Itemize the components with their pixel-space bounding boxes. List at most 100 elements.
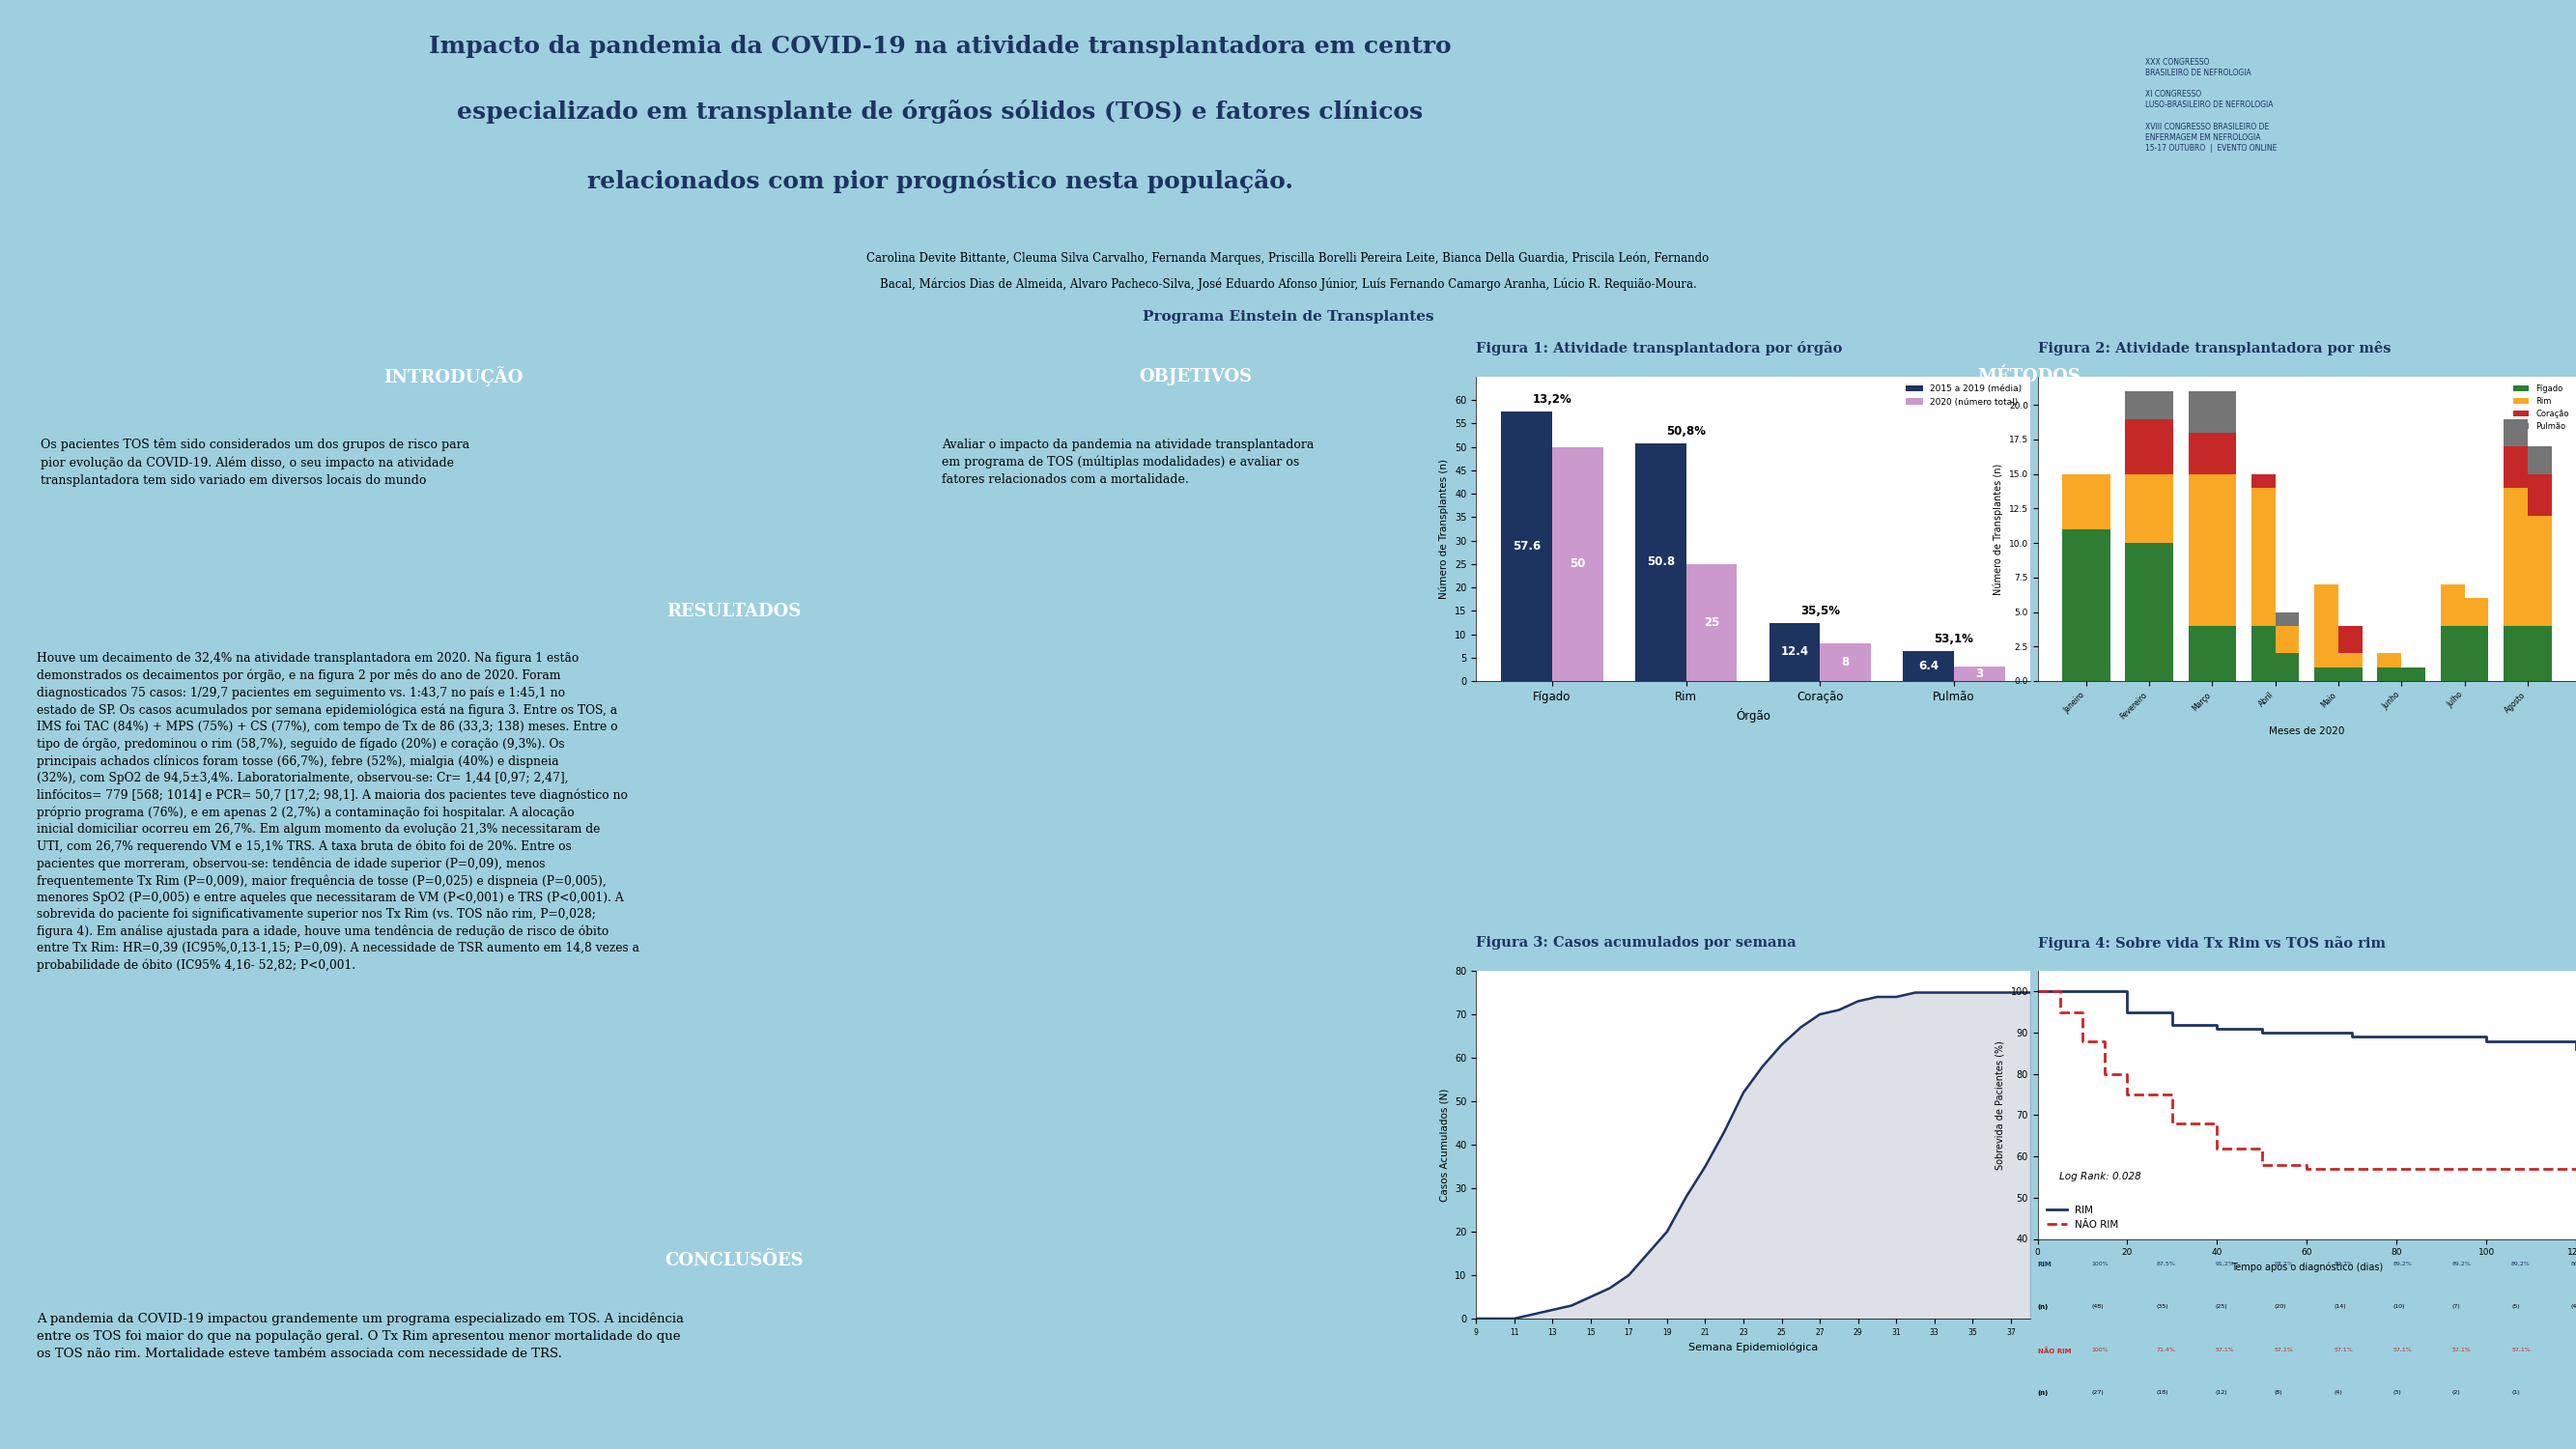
Bar: [2187, 391, 2213, 433]
NÃO RIM: [2336, 1161, 2367, 1178]
Bar: [2339, 667, 2362, 681]
Line: NÃO RIM: NÃO RIM: [2038, 991, 2576, 1169]
Bar: [2313, 584, 2339, 667]
Text: (n): (n): [2038, 1391, 2048, 1397]
Text: 87,5%: 87,5%: [2156, 1261, 2174, 1266]
Text: (25): (25): [2215, 1304, 2228, 1310]
RIM: [2022, 982, 2053, 1000]
Bar: [2439, 626, 2465, 681]
Bar: [2527, 474, 2550, 516]
Bar: [2465, 626, 2488, 681]
RIM: [2202, 1020, 2233, 1037]
Bar: [2504, 626, 2527, 681]
Text: Bacal, Márcios Dias de Almeida, Alvaro Pacheco-Silva, José Eduardo Afonso Júnior: Bacal, Márcios Dias de Almeida, Alvaro P…: [878, 278, 1698, 291]
Text: 57,1%: 57,1%: [2393, 1348, 2411, 1352]
Bar: [2251, 488, 2275, 626]
Text: 6.4: 6.4: [1919, 659, 1940, 672]
Legend: RIM, NÃO RIM: RIM, NÃO RIM: [2043, 1201, 2123, 1235]
Bar: [2504, 419, 2527, 446]
Text: (7): (7): [2452, 1304, 2460, 1310]
RIM: [2246, 1024, 2277, 1042]
Bar: [1770, 623, 1819, 681]
Text: 71,4%: 71,4%: [2156, 1348, 2174, 1352]
Text: (20): (20): [2275, 1304, 2287, 1310]
Text: 100%: 100%: [2092, 1348, 2110, 1352]
NÃO RIM: [2517, 1161, 2548, 1178]
Bar: [2339, 653, 2362, 667]
NÃO RIM: [2561, 1161, 2576, 1178]
Bar: [2063, 529, 2087, 681]
NÃO RIM: [2066, 1032, 2097, 1049]
Text: 50: 50: [1569, 558, 1584, 571]
Bar: [2148, 391, 2174, 419]
RIM: [2380, 1029, 2411, 1046]
Text: (35): (35): [2156, 1304, 2169, 1310]
Bar: [2213, 474, 2236, 626]
RIM: [2156, 1016, 2187, 1033]
NÃO RIM: [2156, 1114, 2187, 1132]
Text: (5): (5): [2512, 1304, 2519, 1310]
Text: Impacto da pandemia da COVID-19 na atividade transplantadora em centro: Impacto da pandemia da COVID-19 na ativi…: [430, 35, 1450, 58]
Text: Carolina Devite Bittante, Cleuma Silva Carvalho, Fernanda Marques, Priscilla Bor: Carolina Devite Bittante, Cleuma Silva C…: [866, 252, 1710, 265]
Text: 57,1%: 57,1%: [2452, 1348, 2470, 1352]
Bar: [2504, 446, 2527, 488]
Text: 8: 8: [1842, 656, 1850, 668]
Text: (18): (18): [2156, 1391, 2169, 1395]
Text: 91,2%: 91,2%: [2275, 1261, 2293, 1266]
RIM: [2066, 982, 2097, 1000]
Text: (4): (4): [2334, 1391, 2342, 1395]
Text: 57,1%: 57,1%: [2275, 1348, 2293, 1352]
Bar: [2148, 543, 2174, 681]
Text: (4): (4): [2571, 1304, 2576, 1310]
Bar: [2378, 653, 2401, 667]
Text: (14): (14): [2334, 1304, 2347, 1310]
Bar: [2063, 474, 2087, 529]
Text: 35,5%: 35,5%: [1801, 604, 1839, 617]
Bar: [2465, 598, 2488, 626]
NÃO RIM: [2470, 1161, 2501, 1178]
Y-axis label: Número de Transplantes (n): Número de Transplantes (n): [1994, 464, 2004, 594]
NÃO RIM: [2246, 1156, 2277, 1174]
Bar: [2527, 446, 2550, 474]
Text: INTRODUÇÃO: INTRODUÇÃO: [384, 367, 523, 387]
Text: 89,2%: 89,2%: [2334, 1261, 2352, 1266]
Bar: [2148, 419, 2174, 474]
Legend: 2015 a 2019 (média), 2020 (número total): 2015 a 2019 (média), 2020 (número total): [1901, 381, 2025, 410]
Text: 89,2%: 89,2%: [2512, 1261, 2530, 1266]
Bar: [2378, 667, 2401, 681]
Bar: [2187, 626, 2213, 681]
Text: A pandemia da COVID-19 impactou grandemente um programa especializado em TOS. A : A pandemia da COVID-19 impactou grandeme…: [36, 1313, 683, 1361]
RIM: [2470, 1032, 2501, 1049]
Text: NÃO RIM: NÃO RIM: [2038, 1348, 2071, 1355]
Bar: [2251, 626, 2275, 681]
Text: relacionados com pior prognóstico nesta população.: relacionados com pior prognóstico nesta …: [587, 168, 1293, 193]
Text: RIM: RIM: [2038, 1261, 2053, 1266]
Text: Figura 2: Atividade transplantadora por mês: Figura 2: Atividade transplantadora por …: [2038, 341, 2391, 355]
NÃO RIM: [2293, 1161, 2324, 1178]
Text: Figura 3: Casos acumulados por semana: Figura 3: Casos acumulados por semana: [1476, 936, 1795, 951]
Text: Os pacientes TOS têm sido considerados um dos grupos de risco para
pior evolução: Os pacientes TOS têm sido considerados u…: [41, 438, 469, 487]
Text: CONCLUSÕES: CONCLUSÕES: [665, 1252, 804, 1269]
Bar: [2275, 611, 2300, 626]
Bar: [2251, 474, 2275, 488]
RIM: [2427, 1029, 2458, 1046]
Text: 3: 3: [1976, 668, 1984, 680]
Bar: [2527, 516, 2550, 626]
Text: (n): (n): [2038, 1304, 2048, 1310]
Y-axis label: Sobrevida de Pacientes (%): Sobrevida de Pacientes (%): [1996, 1040, 2004, 1169]
RIM: [2336, 1029, 2367, 1046]
Text: 13,2%: 13,2%: [1533, 393, 1571, 406]
NÃO RIM: [2089, 1065, 2120, 1082]
Text: OBJETIVOS: OBJETIVOS: [1139, 368, 1252, 385]
Text: XXX CONGRESSO
BRASILEIRO DE NEFROLOGIA

XI CONGRESSO
LUSO-BRASILEIRO DE NEFROLOG: XXX CONGRESSO BRASILEIRO DE NEFROLOGIA X…: [2146, 58, 2277, 152]
Bar: [1687, 564, 1736, 681]
Text: 89,2%: 89,2%: [2393, 1261, 2411, 1266]
X-axis label: Órgão: Órgão: [1736, 709, 1770, 723]
Text: (12): (12): [2215, 1391, 2228, 1395]
Bar: [2125, 543, 2148, 681]
Text: (48): (48): [2092, 1304, 2105, 1310]
Bar: [2125, 474, 2148, 543]
Text: 57,1%: 57,1%: [2334, 1348, 2352, 1352]
NÃO RIM: [2022, 982, 2053, 1000]
Bar: [2275, 653, 2300, 681]
